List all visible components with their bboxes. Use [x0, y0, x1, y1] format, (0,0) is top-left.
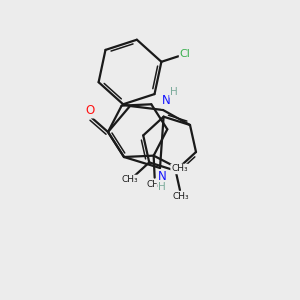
Text: H: H: [158, 182, 166, 192]
Text: CH₃: CH₃: [173, 192, 190, 201]
Text: N: N: [162, 94, 170, 107]
Text: Cl: Cl: [180, 49, 190, 59]
Text: O: O: [85, 104, 94, 118]
Text: N: N: [158, 170, 166, 184]
Text: CH₃: CH₃: [122, 176, 138, 184]
Text: CH₃: CH₃: [147, 180, 163, 189]
Text: CH₃: CH₃: [171, 164, 188, 173]
Text: H: H: [170, 87, 178, 97]
